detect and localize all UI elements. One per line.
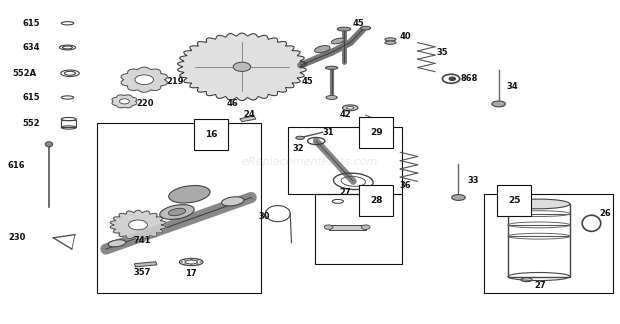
Text: 35: 35 bbox=[437, 48, 448, 57]
Text: 32: 32 bbox=[293, 144, 304, 153]
Ellipse shape bbox=[451, 195, 465, 200]
Bar bbox=[508, 204, 570, 276]
Text: 634: 634 bbox=[22, 43, 40, 52]
Text: 24: 24 bbox=[244, 110, 255, 119]
Ellipse shape bbox=[108, 240, 126, 247]
Ellipse shape bbox=[326, 96, 337, 99]
Text: 26: 26 bbox=[600, 209, 611, 218]
Ellipse shape bbox=[331, 38, 344, 44]
Ellipse shape bbox=[233, 62, 250, 71]
Bar bbox=[484, 194, 613, 293]
Ellipse shape bbox=[314, 46, 330, 52]
Text: 230: 230 bbox=[8, 233, 25, 242]
Text: 868: 868 bbox=[460, 74, 477, 83]
Bar bbox=[315, 194, 402, 264]
Ellipse shape bbox=[326, 66, 338, 69]
Circle shape bbox=[199, 261, 202, 263]
Text: 41: 41 bbox=[363, 140, 375, 149]
Ellipse shape bbox=[169, 186, 210, 203]
Circle shape bbox=[449, 77, 455, 80]
Circle shape bbox=[120, 99, 130, 104]
Text: 27: 27 bbox=[340, 189, 352, 198]
Text: 25: 25 bbox=[508, 196, 520, 205]
Text: 31: 31 bbox=[322, 128, 334, 137]
Text: 17: 17 bbox=[185, 269, 197, 278]
Ellipse shape bbox=[45, 142, 53, 147]
Polygon shape bbox=[121, 67, 167, 92]
Text: 552A: 552A bbox=[12, 69, 37, 78]
Polygon shape bbox=[177, 33, 306, 100]
Bar bbox=[288, 126, 402, 194]
Circle shape bbox=[180, 261, 183, 263]
Ellipse shape bbox=[296, 136, 304, 139]
Text: 28: 28 bbox=[370, 196, 383, 205]
Ellipse shape bbox=[385, 38, 396, 41]
Text: 45: 45 bbox=[352, 19, 364, 28]
Text: 33: 33 bbox=[467, 176, 479, 185]
Text: 36: 36 bbox=[399, 181, 410, 190]
Polygon shape bbox=[112, 95, 137, 108]
Text: 40: 40 bbox=[400, 32, 411, 41]
Circle shape bbox=[197, 263, 199, 265]
Ellipse shape bbox=[169, 208, 185, 216]
Circle shape bbox=[197, 259, 199, 260]
Text: 45: 45 bbox=[301, 77, 313, 87]
Ellipse shape bbox=[221, 197, 244, 206]
Ellipse shape bbox=[337, 27, 351, 31]
Ellipse shape bbox=[508, 199, 570, 209]
Ellipse shape bbox=[361, 225, 370, 229]
Text: 46: 46 bbox=[226, 99, 238, 109]
Ellipse shape bbox=[160, 205, 194, 219]
Circle shape bbox=[190, 259, 192, 260]
Ellipse shape bbox=[347, 107, 354, 109]
Text: 615: 615 bbox=[22, 19, 40, 28]
Text: 219: 219 bbox=[167, 77, 184, 87]
Ellipse shape bbox=[324, 225, 333, 229]
Text: 616: 616 bbox=[8, 161, 25, 170]
Ellipse shape bbox=[385, 41, 396, 44]
Bar bbox=[135, 262, 157, 267]
Bar bbox=[61, 121, 76, 127]
Ellipse shape bbox=[361, 26, 371, 30]
Text: 615: 615 bbox=[22, 93, 40, 102]
Text: 29: 29 bbox=[370, 128, 383, 137]
Circle shape bbox=[184, 259, 186, 260]
Text: 220: 220 bbox=[137, 99, 154, 109]
Text: 357: 357 bbox=[134, 268, 151, 277]
Text: 42: 42 bbox=[340, 110, 352, 119]
Bar bbox=[329, 225, 366, 230]
Text: 16: 16 bbox=[205, 130, 218, 139]
Bar bbox=[240, 116, 256, 122]
Circle shape bbox=[184, 263, 186, 265]
Circle shape bbox=[190, 264, 192, 266]
Text: 34: 34 bbox=[507, 82, 518, 91]
Text: 741: 741 bbox=[134, 236, 151, 245]
Ellipse shape bbox=[342, 105, 358, 111]
Text: 552: 552 bbox=[22, 119, 40, 128]
Bar bbox=[97, 123, 260, 293]
Text: eReplacementParts.com: eReplacementParts.com bbox=[242, 157, 378, 167]
Circle shape bbox=[135, 75, 154, 85]
Polygon shape bbox=[110, 210, 166, 240]
Circle shape bbox=[128, 220, 148, 230]
Ellipse shape bbox=[492, 101, 505, 107]
Text: 30: 30 bbox=[259, 212, 270, 221]
Text: 27: 27 bbox=[534, 281, 546, 290]
